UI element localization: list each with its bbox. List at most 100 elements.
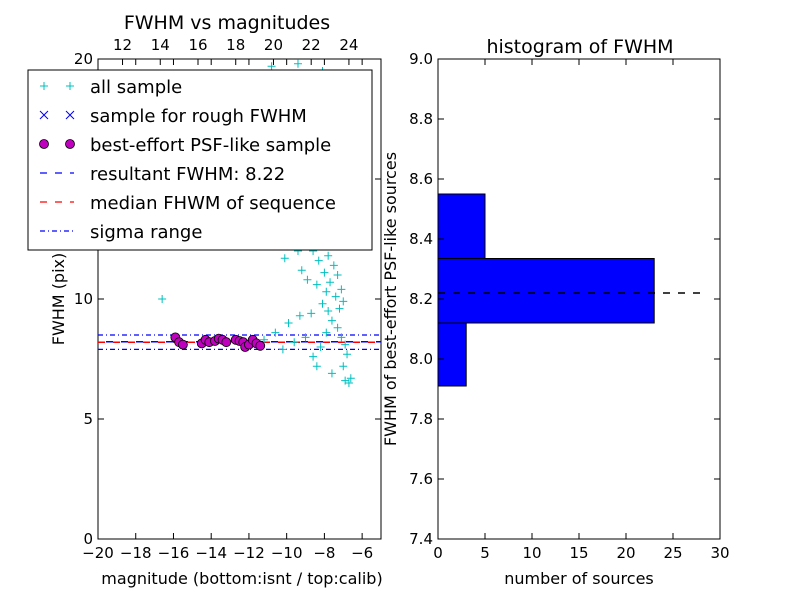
all-sample-point: [316, 343, 325, 351]
legend-label-all-sample: all sample: [90, 77, 182, 98]
psf-sample-point: [255, 340, 266, 351]
legend-x-mark: [65, 110, 75, 120]
y-tick-label: 7.8: [409, 410, 433, 428]
all-sample-point: [324, 307, 333, 315]
right-plot-ticks: 0 5 10 15 20 25 30 7.4 7.6 7.8 8.0 8.2 8.4 8.6 8.8 9.0: [409, 50, 729, 562]
right-plot-ylabel: FWHM of best-effort PSF-like sources: [381, 152, 400, 446]
all-sample-point: [333, 323, 342, 332]
right-plot: 0 5 10 15 20 25 307.47.67.88.08.28.48.68.89.0 …: [381, 36, 730, 588]
all-sample-point: [309, 352, 318, 361]
x-tick-label: 20: [616, 544, 635, 562]
top-tick-label: 18: [226, 36, 245, 54]
legend-label-psf-sample: best-effort PSF-like sample: [90, 135, 331, 156]
right-plot-xlabel: number of sources: [504, 569, 654, 588]
all-sample-point: [335, 304, 344, 313]
all-sample-point: [327, 369, 336, 378]
all-sample-point: [158, 295, 167, 303]
legend-plus-mark: [40, 82, 48, 90]
all-sample-point: [303, 275, 312, 284]
legend-entry-rough-sample: sample for rough FWHM: [39, 106, 307, 127]
y-tick-label: 8.6: [409, 170, 433, 188]
legend-entry-all-sample: all sample: [40, 77, 182, 98]
x-tick-label: −14: [195, 544, 227, 562]
legend-box: [27, 69, 373, 251]
all-sample-point: [331, 292, 340, 301]
x-tick-label: 30: [710, 544, 729, 562]
all-sample-point: [343, 350, 352, 359]
all-sample-point: [320, 268, 329, 277]
y-tick-label: 9.0: [409, 50, 433, 68]
y-tick-label: 5: [83, 410, 93, 428]
right-plot-marks: [437, 193, 702, 387]
x-tick-label: −6: [351, 544, 373, 562]
x-tick-label: −8: [313, 544, 335, 562]
x-tick-label: 0: [433, 544, 443, 562]
all-sample-point: [312, 280, 321, 289]
top-tick-label: 24: [339, 36, 358, 54]
all-sample-point: [295, 311, 304, 320]
histogram-bar: [437, 193, 486, 259]
all-sample-point: [322, 287, 331, 296]
all-sample-point: [284, 319, 293, 327]
legend: all sample sample for rough FWHM best-ef…: [27, 69, 373, 251]
all-sample-point: [278, 345, 287, 354]
x-tick-label: 10: [522, 544, 541, 562]
right-plot-title: histogram of FWHM: [486, 36, 673, 58]
x-tick-label: 25: [663, 544, 682, 562]
x-tick-label: −12: [233, 544, 265, 562]
all-sample-point: [344, 379, 353, 387]
legend-entry-sigma: sigma range: [40, 222, 202, 243]
legend-entry-resultant: resultant FWHM: 8.22: [40, 164, 285, 185]
all-sample-point: [260, 335, 269, 344]
all-sample-point: [329, 261, 338, 270]
all-sample-point: [337, 333, 346, 342]
legend-marker-plus: [40, 82, 74, 90]
legend-marker-circle: [39, 139, 75, 149]
all-sample-point: [339, 297, 348, 306]
legend-label-sigma: sigma range: [90, 222, 202, 243]
all-sample-point: [327, 316, 336, 325]
legend-plus-mark: [66, 82, 74, 90]
y-tick-label: 8.4: [409, 230, 433, 248]
legend-label-median: median FHWM of sequence: [90, 193, 336, 214]
y-tick-label: 20: [74, 50, 93, 68]
top-tick-label: 20: [264, 36, 283, 54]
histogram-bar: [437, 258, 655, 324]
all-sample-point: [337, 285, 346, 294]
x-tick-label: −10: [271, 544, 303, 562]
all-sample-point: [314, 256, 323, 265]
all-sample-point: [307, 309, 316, 318]
left-plot-title: FWHM vs magnitudes: [124, 12, 330, 34]
all-sample-point: [333, 271, 342, 279]
top-tick-label: 22: [302, 36, 321, 54]
all-sample-point: [324, 251, 333, 260]
left-plot-ylabel: FWHM (pix): [49, 253, 68, 346]
legend-x-mark: [39, 110, 49, 120]
y-tick-label: 8.2: [409, 290, 433, 308]
left-plot-xlabel: magnitude (bottom:isnt / top:calib): [101, 569, 382, 588]
psf-sample-point: [177, 339, 188, 350]
top-tick-label: 12: [113, 36, 132, 54]
x-tick-label: −20: [82, 544, 114, 562]
x-tick-label: 5: [480, 544, 490, 562]
legend-entry-median: median FHWM of sequence: [40, 193, 336, 214]
legend-label-rough-sample: sample for rough FWHM: [90, 106, 307, 127]
legend-entry-psf-sample: best-effort PSF-like sample: [39, 135, 331, 156]
y-tick-label: 0: [83, 530, 93, 548]
legend-circle-mark: [39, 139, 49, 149]
all-sample-point: [312, 362, 321, 371]
x-tick-label: −16: [158, 544, 190, 562]
y-tick-label: 8.0: [409, 350, 433, 368]
y-tick-label: 10: [74, 290, 93, 308]
x-tick-label: −18: [120, 544, 152, 562]
y-tick-label: 8.8: [409, 110, 433, 128]
y-tick-label: 7.4: [409, 530, 433, 548]
all-sample-point: [326, 278, 335, 287]
all-sample-point: [297, 266, 306, 275]
all-sample-point: [280, 254, 289, 263]
all-sample-point: [339, 362, 348, 371]
legend-label-resultant: resultant FWHM: 8.22: [90, 164, 285, 185]
left-plot-ticks: −20 −18 −16 −14 −12 −10 −8 −6 12 14 16 18 20 22 24 0 5 10…: [74, 36, 381, 562]
legend-circle-mark: [65, 139, 75, 149]
all-sample-point: [322, 328, 331, 337]
